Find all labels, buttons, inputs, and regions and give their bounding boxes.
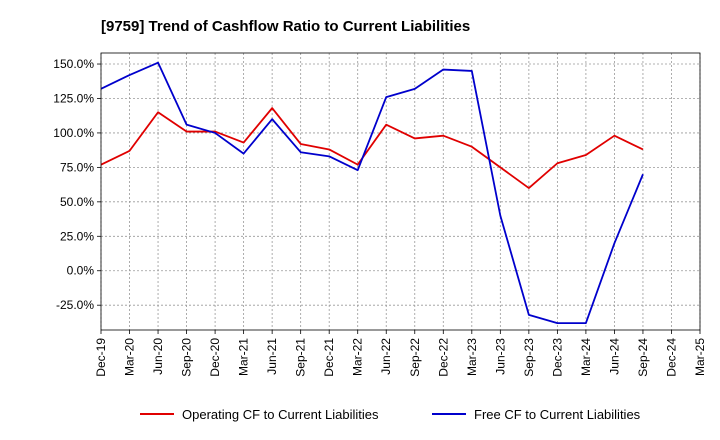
y-tick-label: 50.0%	[60, 195, 94, 209]
y-tick-label: 150.0%	[53, 57, 94, 71]
legend-label-1: Operating CF to Current Liabilities	[182, 407, 379, 422]
x-tick-label: Dec-19	[94, 338, 108, 377]
series-line-2	[100, 61, 644, 325]
x-axis-tick-labels: Dec-19 Mar-20 Jun-20 Sep-20 Dec-20 Mar-21 Jun-…	[94, 330, 707, 377]
y-axis-tick-labels: 150.0% 125.0% 100.0% 75.0% 50.0% 25.0% 0.0% -25…	[53, 57, 101, 312]
x-tick-label: Mar-21	[237, 338, 251, 376]
x-tick-label: Mar-25	[693, 338, 707, 376]
y-tick-label: 0.0%	[67, 264, 95, 278]
x-tick-label: Dec-22	[436, 338, 450, 377]
x-tick-label: Sep-23	[522, 338, 536, 377]
x-tick-label: Jun-21	[265, 338, 279, 375]
y-tick-label: 125.0%	[53, 91, 94, 105]
x-tick-label: Mar-22	[351, 338, 365, 376]
x-tick-label: Mar-23	[465, 338, 479, 376]
x-tick-label: Jun-22	[379, 338, 393, 375]
x-tick-label: Jun-23	[493, 338, 507, 375]
y-tick-label: 100.0%	[53, 126, 94, 140]
x-tick-label: Sep-22	[408, 338, 422, 377]
chart-title: [9759] Trend of Cashflow Ratio to Curren…	[101, 18, 470, 35]
x-tick-label: Jun-24	[607, 338, 621, 375]
y-tick-label: 25.0%	[60, 229, 94, 243]
series-lines	[100, 61, 644, 325]
legend: Operating CF to Current Liabilities Free …	[140, 407, 641, 422]
x-tick-label: Mar-24	[579, 338, 593, 376]
x-tick-label: Sep-20	[180, 338, 194, 377]
legend-label-2: Free CF to Current Liabilities	[474, 407, 641, 422]
x-tick-label: Dec-20	[208, 338, 222, 377]
x-tick-label: Dec-24	[664, 338, 678, 377]
y-tick-label: 75.0%	[60, 160, 94, 174]
x-tick-label: Dec-21	[322, 338, 336, 377]
x-tick-label: Sep-24	[636, 338, 650, 377]
plot-frame	[100, 52, 701, 331]
x-tick-label: Sep-21	[294, 338, 308, 377]
grid-lines	[100, 53, 701, 330]
y-tick-label: -25.0%	[56, 298, 94, 312]
x-tick-label: Jun-20	[151, 338, 165, 375]
x-tick-label: Mar-20	[123, 338, 137, 376]
series-line-1	[100, 107, 644, 189]
x-tick-label: Dec-23	[550, 338, 564, 377]
